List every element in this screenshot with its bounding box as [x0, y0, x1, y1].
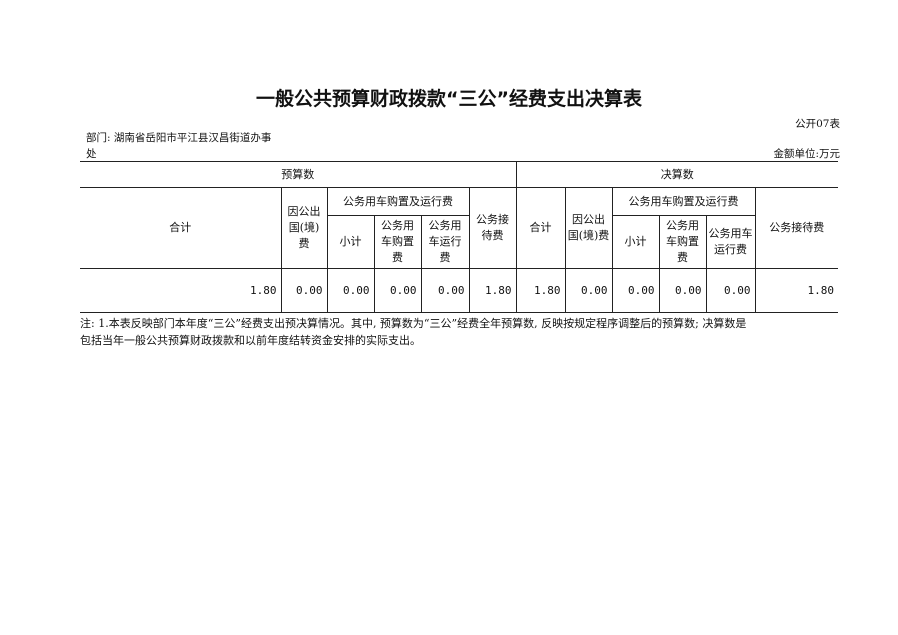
- cell: 0.00: [280, 268, 328, 313]
- budget-vehicle-header: 公务用车购置及运行费: [326, 187, 470, 216]
- cell: 0.00: [611, 268, 660, 313]
- final-vehicle-header: 公务用车购置及运行费: [611, 187, 756, 216]
- budget-reception-header: 公务接待费: [468, 187, 517, 269]
- footnote-line-2: 包括当年一般公共预算财政拨款和以前年度结转资金安排的实际支出。: [80, 334, 421, 347]
- cell: 1.80: [468, 268, 517, 313]
- cell: 1.80: [515, 268, 566, 313]
- cell: 0.00: [373, 268, 422, 313]
- budget-header: 预算数: [80, 161, 517, 188]
- budget-abroad-header: 因公出国(境)费: [280, 187, 328, 269]
- final-operation-header: 公务用车运行费: [705, 215, 755, 269]
- budget-total-header: 合计: [80, 187, 282, 269]
- cell: 0.00: [658, 268, 707, 313]
- cell: 0.00: [564, 268, 613, 313]
- footnote-line-1: 注: 1.本表反映部门本年度“三公”经费支出预决算情况。其中, 预算数为“三公”…: [80, 317, 747, 330]
- budget-subtotal-header: 小计: [327, 215, 375, 269]
- final-reception-header: 公务接待费: [754, 187, 838, 269]
- cell: 0.00: [326, 268, 375, 313]
- page-title: 一般公共预算财政拨款“三公”经费支出决算表: [256, 88, 642, 110]
- final-total-header: 合计: [515, 187, 566, 269]
- department-cont: 处: [86, 148, 97, 160]
- table-row: 1.80 0.00 0.00 0.00 0.00 1.80 1.80 0.00 …: [80, 268, 838, 313]
- unit-label: 金额单位:万元: [773, 148, 840, 160]
- budget-operation-header: 公务用车运行费: [420, 215, 470, 269]
- budget-purchase-header: 公务用车购置费: [373, 215, 422, 269]
- footnote: 注: 1.本表反映部门本年度“三公”经费支出预决算情况。其中, 预算数为“三公”…: [80, 315, 840, 349]
- cell: 1.80: [80, 268, 282, 313]
- final-subtotal-header: 小计: [611, 215, 660, 269]
- final-purchase-header: 公务用车购置费: [658, 215, 707, 269]
- cell: 1.80: [754, 268, 838, 313]
- three-public-expense-table: 预算数 决算数 合计 因公出国(境)费 公务用车购置及运行费 公务接待费 合计 …: [80, 161, 838, 313]
- department: 部门: 湖南省岳阳市平江县汉昌街道办事: [86, 132, 272, 144]
- form-number: 公开07表: [795, 118, 840, 130]
- cell: 0.00: [705, 268, 756, 313]
- final-header: 决算数: [515, 161, 838, 188]
- final-abroad-header: 因公出国(境)费: [564, 187, 613, 269]
- cell: 0.00: [420, 268, 470, 313]
